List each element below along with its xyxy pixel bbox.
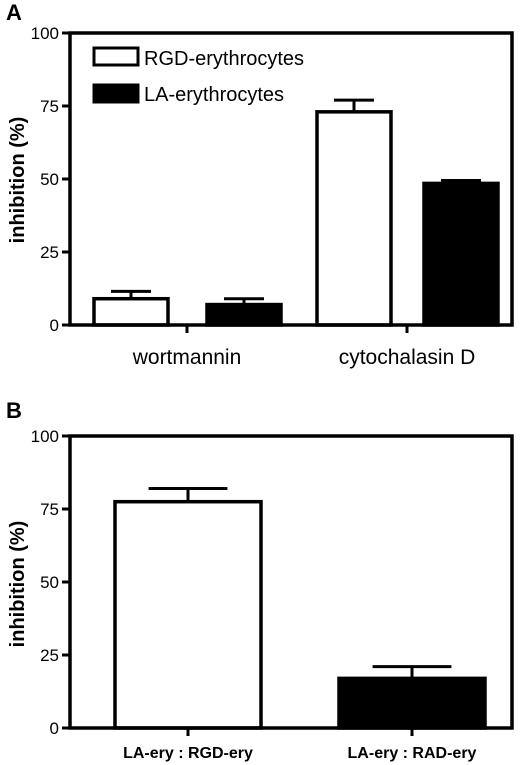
- panel-a-ytick-label-25: 25: [40, 243, 59, 262]
- bar-rgd-erythrocytes-wortmannin: [92, 296, 170, 327]
- panel-a-bars: [92, 98, 500, 327]
- panel-a-frame: [68, 31, 514, 327]
- panel-b-ylabel: inhibition (%): [7, 521, 29, 648]
- panel-a: A inhibition (%) 0 25 50 75 100 wortmannin cy…: [6, 0, 514, 369]
- panel-a-ylabel: inhibition (%): [7, 117, 29, 244]
- panel-b-ytick-label-50: 50: [40, 573, 59, 592]
- panel-a-category-label-wortmannin: wortmannin: [132, 346, 242, 369]
- bar-la-erythrocytes-cytochalasin-d: [422, 181, 500, 327]
- panel-a-category-label-cytochalasin-d: cytochalasin D: [339, 346, 476, 369]
- panel-b-category-label-la-ery-rad-ery: LA-ery : RAD-ery: [348, 745, 477, 762]
- panel-a-category-labels: wortmannin cytochalasin D: [132, 325, 476, 369]
- panel-a-ytick-label-0: 0: [50, 316, 59, 335]
- panel-b-ytick-label-100: 100: [31, 427, 59, 446]
- legend-label-la-erythrocytes: LA-erythrocytes: [144, 84, 284, 106]
- legend-swatch-la-erythrocytes: [92, 83, 140, 104]
- bar-la-erythrocytes-wortmannin: [205, 302, 283, 327]
- panel-letter-a: A: [6, 0, 22, 25]
- bar-la-ery-rgd-ery: [113, 499, 263, 730]
- panel-a-y-axis-ticks: 0 25 50 75 100: [31, 24, 70, 335]
- panel-b-category-label-la-ery-rgd-ery: LA-ery : RGD-ery: [123, 745, 253, 762]
- panel-a-ytick-label-100: 100: [31, 24, 59, 43]
- bar-rgd-erythrocytes-cytochalasin-d: [315, 110, 393, 327]
- panel-b-y-axis-ticks: 0 25 50 75 100: [31, 427, 70, 738]
- panel-a-ytick-label-50: 50: [40, 170, 59, 189]
- panel-b-ytick-label-75: 75: [40, 500, 59, 519]
- bar-la-ery-rad-ery: [337, 676, 487, 730]
- panel-b-frame: [68, 434, 514, 730]
- panel-b-ytick-label-25: 25: [40, 646, 59, 665]
- panel-b-category-labels: LA-ery : RGD-ery LA-ery : RAD-ery: [123, 728, 477, 762]
- panel-b: B inhibition (%) 0 25 50 75 100 LA-ery : RGD…: [6, 398, 514, 762]
- legend-swatch-rgd-erythrocytes: [92, 46, 140, 67]
- legend-label-rgd-erythrocytes: RGD-erythrocytes: [144, 48, 304, 70]
- panel-a-ytick-label-75: 75: [40, 97, 59, 116]
- panel-b-ytick-label-0: 0: [50, 719, 59, 738]
- panel-b-bars: [113, 487, 487, 730]
- panel-letter-b: B: [6, 398, 22, 423]
- panel-a-legend: RGD-erythrocytes LA-erythrocytes: [92, 46, 304, 106]
